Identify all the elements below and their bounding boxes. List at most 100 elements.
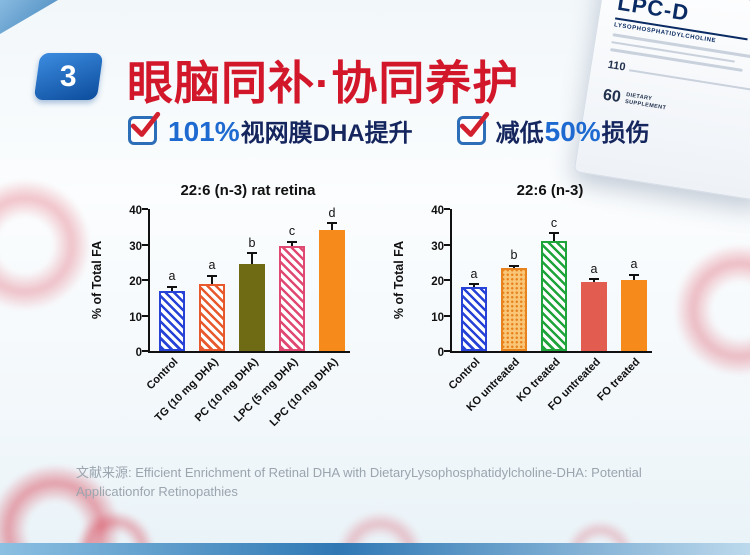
- error-bar: [553, 232, 555, 243]
- x-tick-label: LPC (10 mg DHA): [267, 356, 341, 429]
- highlight-post: 视网膜DHA提升: [240, 120, 413, 147]
- y-tick-mark: [444, 208, 450, 210]
- blood-cell-decoration: [665, 235, 750, 385]
- section-number: 3: [60, 59, 77, 93]
- bar-fo-treated: [621, 280, 647, 351]
- highlight-post: 损伤: [601, 120, 650, 147]
- highlight-item: 减低 50% 损伤: [456, 111, 650, 148]
- chart-title: 22:6 (n-3): [516, 182, 584, 199]
- error-bar: [331, 222, 333, 233]
- error-bar-cap: [589, 278, 599, 281]
- chart-ko-fo: 22:6 (n-3) % of Total FA 0 10 20 30 40 a Control…: [386, 182, 676, 414]
- bar-lpc-10-mg-dha-: [319, 230, 345, 351]
- bar-control: [159, 290, 185, 351]
- error-bar-cap: [629, 273, 639, 276]
- significance-letter: d: [328, 205, 336, 220]
- x-tick-label: Control: [144, 356, 181, 393]
- section-number-badge: 3: [33, 53, 104, 100]
- bar-fo-untreated: [581, 281, 607, 351]
- error-bar: [171, 286, 173, 293]
- claim-number: 110: [606, 58, 627, 73]
- error-bar-cap: [167, 285, 177, 288]
- error-bar-cap: [327, 222, 337, 224]
- chart-rat-retina: 22:6 (n-3) rat retina % of Total FA 0 10 20 3…: [84, 182, 374, 429]
- error-bar: [291, 241, 293, 249]
- y-tick-label: 10: [129, 311, 142, 324]
- citation-label: 文献来源:: [76, 465, 132, 480]
- y-tick-mark: [444, 314, 450, 317]
- y-tick-mark: [142, 243, 148, 246]
- y-tick-label: 10: [431, 311, 444, 324]
- error-bar-cap: [287, 240, 297, 243]
- y-tick-mark: [142, 208, 148, 210]
- y-tick-label: 30: [431, 240, 444, 253]
- capsule-count: 60: [601, 86, 623, 106]
- y-axis-label: % of Total FA: [390, 209, 408, 351]
- y-tick-mark: [444, 243, 450, 246]
- highlight-item: 101% 视网膜DHA提升: [128, 111, 413, 148]
- chart-plot: % of Total FA 0 10 20 30 40 a Control a TG (10 mg…: [90, 205, 350, 429]
- y-axis-label-text: % of Total FA: [392, 240, 406, 320]
- y-tick-mark: [142, 350, 148, 352]
- significance-letter: b: [510, 248, 518, 263]
- y-axis-label: % of Total FA: [88, 209, 106, 351]
- bar-ko-treated: [541, 240, 567, 351]
- citation: 文献来源: Efficient Enrichment of Retinal DH…: [76, 464, 696, 502]
- y-tick-label: 20: [129, 276, 142, 288]
- bar-pc-10-mg-dha-: [239, 264, 265, 351]
- bottom-band: [0, 543, 750, 555]
- significance-letter: c: [550, 215, 558, 230]
- y-tick-label: 40: [431, 205, 444, 217]
- highlight-accent: 101%: [168, 116, 240, 147]
- y-axis-label-text: % of Total FA: [90, 240, 104, 320]
- corner-decoration: [0, 0, 58, 34]
- error-bar-cap: [207, 274, 217, 277]
- significance-letter: a: [590, 261, 598, 276]
- error-bar: [211, 275, 213, 286]
- y-tick-mark: [142, 314, 148, 317]
- error-bar-cap: [469, 283, 479, 286]
- bar-control: [461, 287, 487, 351]
- error-bar: [513, 265, 515, 270]
- page-title: 眼脑同补·协同养护: [127, 57, 520, 109]
- fine-print-line: [628, 68, 750, 92]
- x-tick-label: Control: [446, 356, 483, 393]
- highlight-text: 101% 视网膜DHA提升: [167, 113, 413, 148]
- bar-ko-untreated: [501, 267, 527, 351]
- citation-text: Efficient Enrichment of Retinal DHA with…: [76, 465, 642, 499]
- error-bar-cap: [247, 252, 257, 255]
- checkbox-check-icon: [456, 111, 489, 145]
- highlight-text: 减低 50% 损伤: [496, 113, 650, 148]
- y-tick-label: 0: [135, 347, 142, 359]
- y-tick-label: 30: [129, 240, 142, 253]
- highlight-accent: 50%: [544, 116, 601, 147]
- bar-lpc-5-mg-dha-: [279, 246, 305, 351]
- chart-plot: % of Total FA 0 10 20 30 40 a Control b KO untrea…: [392, 205, 652, 414]
- highlight-pre: 减低: [495, 120, 544, 147]
- y-tick-mark: [142, 279, 148, 281]
- checkbox-check-icon: [128, 111, 161, 145]
- y-tick-mark: [444, 279, 450, 281]
- error-bar-cap: [509, 264, 519, 267]
- significance-letter: a: [168, 269, 176, 284]
- significance-letter: b: [248, 235, 256, 250]
- y-tick-mark: [444, 350, 450, 352]
- significance-letter: a: [208, 258, 216, 273]
- significance-letter: c: [288, 224, 296, 239]
- highlights-row: 101% 视网膜DHA提升 减低 50% 损伤: [128, 111, 650, 148]
- error-bar: [593, 278, 595, 284]
- error-bar: [633, 274, 635, 282]
- y-tick-label: 0: [437, 347, 444, 359]
- error-bar: [251, 252, 253, 267]
- y-tick-label: 40: [129, 205, 142, 217]
- error-bar-cap: [549, 232, 559, 235]
- product-box: LPC-D LYSOPHOSPHATIDYLCHOLINE 110 60 DIE…: [573, 0, 750, 202]
- significance-letter: a: [470, 266, 478, 281]
- significance-letter: a: [630, 257, 638, 272]
- chart-title: 22:6 (n-3) rat retina: [180, 182, 316, 199]
- bar-tg-10-mg-dha-: [199, 283, 225, 351]
- error-bar: [473, 283, 475, 290]
- y-tick-label: 20: [431, 276, 444, 288]
- capsule-count-label: DIETARY SUPPLEMENT: [624, 91, 667, 111]
